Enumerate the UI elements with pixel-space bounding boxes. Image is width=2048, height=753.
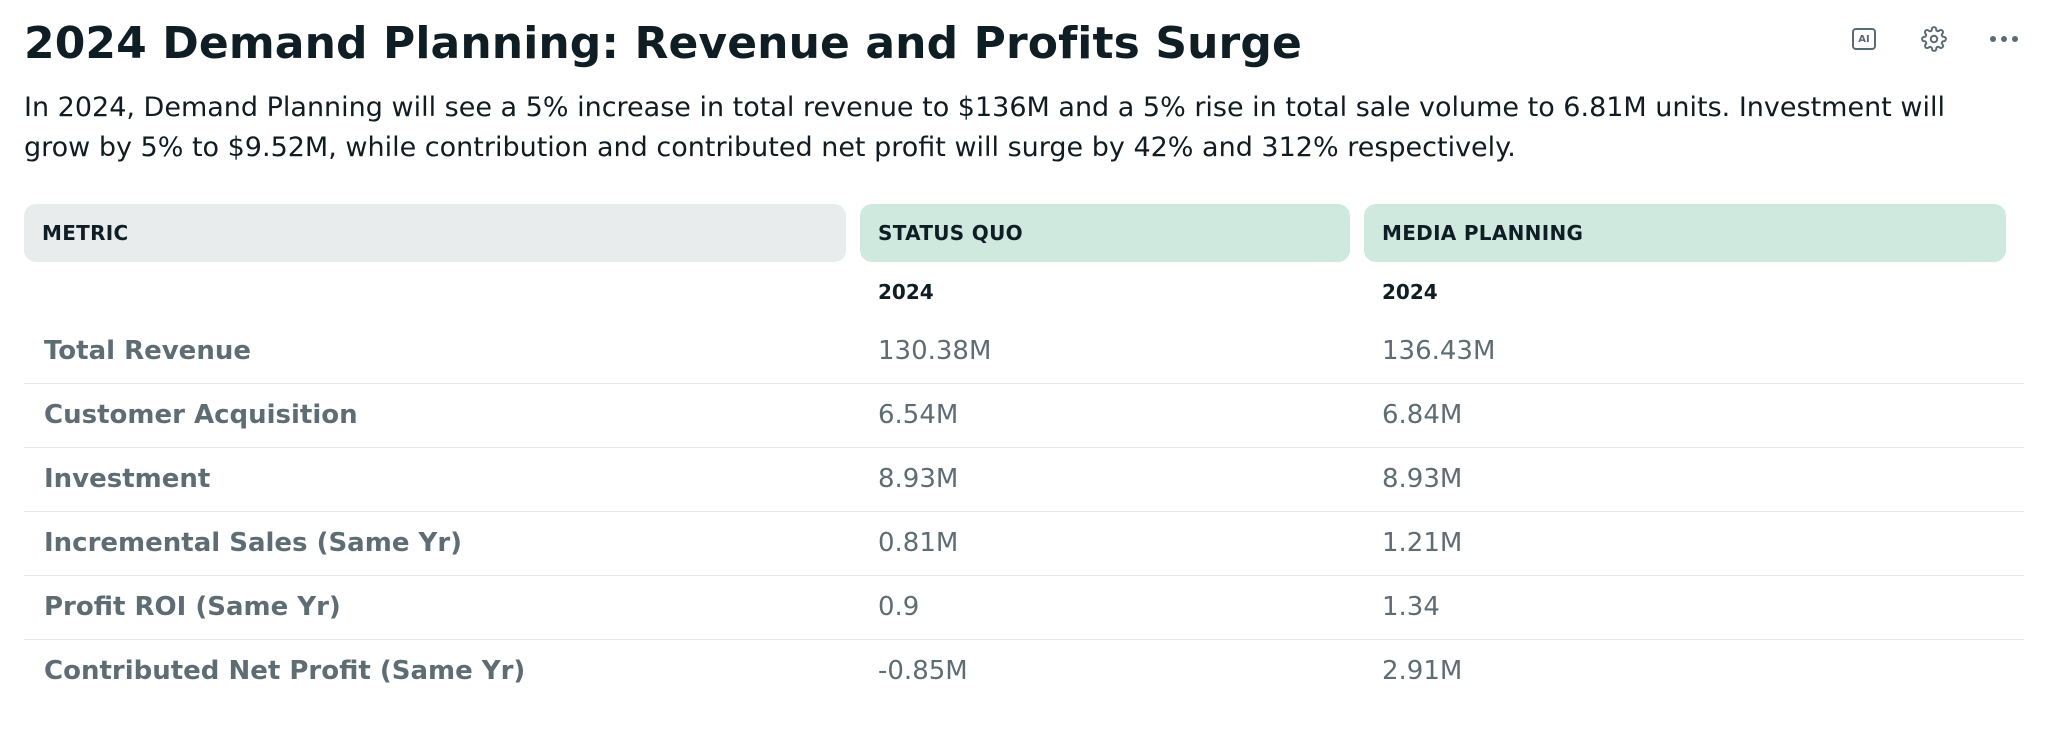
row-status-quo-value: 6.54M bbox=[878, 400, 959, 430]
table-row: Total Revenue 130.38M 136.43M bbox=[24, 320, 2024, 384]
table-row: Profit ROI (Same Yr) 0.9 1.34 bbox=[24, 576, 2024, 640]
row-media-planning-value: 8.93M bbox=[1382, 464, 1463, 494]
row-media-planning-value: 2.91M bbox=[1382, 656, 1463, 686]
column-header-status-quo[interactable]: STATUS QUO bbox=[860, 204, 1350, 262]
row-status-quo-value: -0.85M bbox=[878, 656, 968, 686]
ai-button[interactable]: AI bbox=[1844, 22, 1884, 56]
table-row: Customer Acquisition 6.54M 6.84M bbox=[24, 384, 2024, 448]
more-icon bbox=[1990, 36, 2018, 42]
row-media-planning-value: 1.21M bbox=[1382, 528, 1463, 558]
subheader-status-quo-year: 2024 bbox=[878, 280, 934, 304]
metrics-table: METRIC STATUS QUO MEDIA PLANNING 2024 20… bbox=[24, 204, 2024, 703]
row-status-quo-value: 0.9 bbox=[878, 592, 920, 622]
row-status-quo-value: 8.93M bbox=[878, 464, 959, 494]
card-toolbar: AI bbox=[1844, 22, 2024, 56]
row-status-quo-value: 0.81M bbox=[878, 528, 959, 558]
column-header-metric[interactable]: METRIC bbox=[24, 204, 846, 262]
column-header-media-planning[interactable]: MEDIA PLANNING bbox=[1364, 204, 2006, 262]
summary-text: In 2024, Demand Planning will see a 5% i… bbox=[24, 92, 1945, 163]
table-row: Incremental Sales (Same Yr) 0.81M 1.21M bbox=[24, 512, 2024, 576]
ai-icon: AI bbox=[1852, 28, 1876, 50]
row-status-quo-value: 130.38M bbox=[878, 336, 992, 366]
more-button[interactable] bbox=[1984, 22, 2024, 56]
row-metric-label: Investment bbox=[44, 464, 211, 494]
row-media-planning-value: 1.34 bbox=[1382, 592, 1440, 622]
row-metric-label: Customer Acquisition bbox=[44, 400, 358, 430]
row-metric-label: Incremental Sales (Same Yr) bbox=[44, 528, 463, 558]
row-media-planning-value: 136.43M bbox=[1382, 336, 1496, 366]
row-metric-label: Profit ROI (Same Yr) bbox=[44, 592, 341, 622]
row-media-planning-value: 6.84M bbox=[1382, 400, 1463, 430]
gear-icon bbox=[1921, 26, 1947, 52]
table-subheader: 2024 2024 bbox=[24, 262, 2024, 320]
subheader-media-planning-year: 2024 bbox=[1382, 280, 1438, 304]
table-row: Investment 8.93M 8.93M bbox=[24, 448, 2024, 512]
page-title: 2024 Demand Planning: Revenue and Profit… bbox=[24, 18, 1302, 69]
table-row: Contributed Net Profit (Same Yr) -0.85M … bbox=[24, 640, 2024, 703]
row-metric-label: Total Revenue bbox=[44, 336, 251, 366]
table-header: METRIC STATUS QUO MEDIA PLANNING bbox=[24, 204, 2024, 262]
settings-button[interactable] bbox=[1914, 22, 1954, 56]
row-metric-label: Contributed Net Profit (Same Yr) bbox=[44, 656, 526, 686]
